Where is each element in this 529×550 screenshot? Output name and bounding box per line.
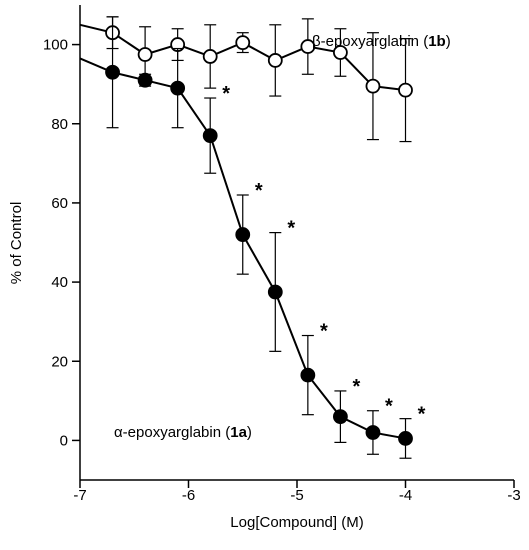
x-axis-title: Log[Compound] (M) [230,514,363,531]
y-tick-label: 20 [51,353,68,370]
data-point [332,45,348,60]
data-point [105,64,120,80]
data-point [300,367,316,383]
data-point [170,80,186,96]
data-point [267,284,283,300]
ticks: -7 -6 -5 -4 -3 0 20 40 60 80 100 [43,37,521,504]
data-point [365,78,381,94]
x-tick-label: -7 [73,487,86,504]
data-point [332,409,348,425]
significance-star: * [353,376,361,398]
significance-star: * [385,396,393,418]
series-label-alpha: α-epoxyarglabin (1a) [114,424,252,441]
data-point [267,53,283,68]
significance-star: * [320,321,328,343]
y-tick-label: 0 [60,432,68,449]
series-label-beta: β-epoxyarglabin (1b) [312,33,451,50]
y-axis-title: % of Control [8,202,25,285]
data-point [202,128,218,144]
significance-star: * [418,404,426,426]
data-point [300,39,316,54]
y-tick-label: 100 [43,37,68,54]
data-point [137,72,153,88]
x-tick-label: -3 [507,487,520,504]
significance-star: * [255,180,263,202]
y-tick-label: 40 [51,274,68,291]
y-tick-label: 60 [51,195,68,212]
data-point [365,425,381,440]
y-tick-label: 80 [51,116,68,133]
significance-star: * [222,83,230,105]
x-tick-label: -4 [399,487,412,504]
x-tick-label: -5 [290,487,303,504]
data-point [398,431,413,446]
data-point [137,47,153,62]
significance-markers: * * * * * * * [222,83,425,426]
x-tick-label: -6 [182,487,195,504]
significance-star: * [287,218,295,240]
data-point [235,35,251,51]
data-point [398,82,413,98]
data-point [235,227,251,242]
series-layer [79,16,413,459]
data-point [202,49,218,64]
series-1 [79,16,413,459]
